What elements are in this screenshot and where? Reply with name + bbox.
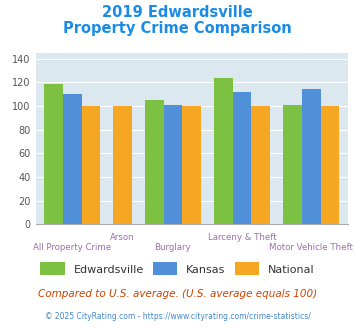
Text: © 2025 CityRating.com - https://www.cityrating.com/crime-statistics/: © 2025 CityRating.com - https://www.city… — [45, 312, 310, 321]
Bar — [145, 100, 164, 224]
Bar — [82, 106, 100, 224]
Bar — [302, 89, 321, 224]
Bar — [63, 94, 82, 224]
Bar — [164, 105, 182, 224]
Text: All Property Crime: All Property Crime — [33, 243, 111, 251]
Text: Compared to U.S. average. (U.S. average equals 100): Compared to U.S. average. (U.S. average … — [38, 289, 317, 299]
Legend: Edwardsville, Kansas, National: Edwardsville, Kansas, National — [36, 258, 319, 280]
Text: 2019 Edwardsville: 2019 Edwardsville — [102, 5, 253, 20]
Text: Property Crime Comparison: Property Crime Comparison — [63, 21, 292, 36]
Bar — [44, 83, 63, 224]
Bar — [321, 106, 339, 224]
Bar — [113, 106, 132, 224]
Bar — [214, 78, 233, 224]
Text: Burglary: Burglary — [155, 243, 191, 251]
Text: Motor Vehicle Theft: Motor Vehicle Theft — [269, 243, 353, 251]
Bar — [182, 106, 201, 224]
Bar — [233, 92, 251, 224]
Text: Larceny & Theft: Larceny & Theft — [208, 233, 277, 242]
Bar — [251, 106, 270, 224]
Bar — [283, 105, 302, 224]
Text: Arson: Arson — [110, 233, 135, 242]
